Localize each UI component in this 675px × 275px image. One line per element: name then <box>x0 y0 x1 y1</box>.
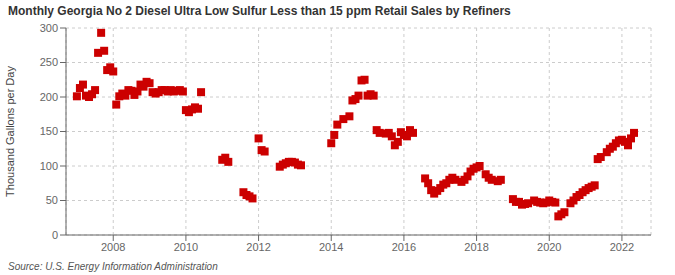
svg-text:300: 300 <box>40 22 58 34</box>
svg-text:50: 50 <box>46 194 58 206</box>
svg-text:Thousand Gallons per Day: Thousand Gallons per Day <box>8 66 16 197</box>
svg-text:2010: 2010 <box>174 241 198 253</box>
svg-text:2012: 2012 <box>246 241 270 253</box>
svg-text:2022: 2022 <box>610 241 634 253</box>
svg-text:2018: 2018 <box>464 241 488 253</box>
svg-text:250: 250 <box>40 56 58 68</box>
svg-text:2014: 2014 <box>319 241 343 253</box>
svg-text:200: 200 <box>40 91 58 103</box>
svg-text:2008: 2008 <box>101 241 125 253</box>
html-text:Monthly Georgia No 2 Diesel Ul: Monthly Georgia No 2 Diesel Ultra Low Su… <box>8 4 511 18</box>
svg-text:2020: 2020 <box>537 241 561 253</box>
svg-text:2016: 2016 <box>392 241 416 253</box>
svg-text:150: 150 <box>40 125 58 137</box>
html-text:Source: U.S. Energy Informatio: Source: U.S. Energy Information Administ… <box>8 261 218 272</box>
svg-text:100: 100 <box>40 160 58 172</box>
svg-text:0: 0 <box>52 229 58 241</box>
